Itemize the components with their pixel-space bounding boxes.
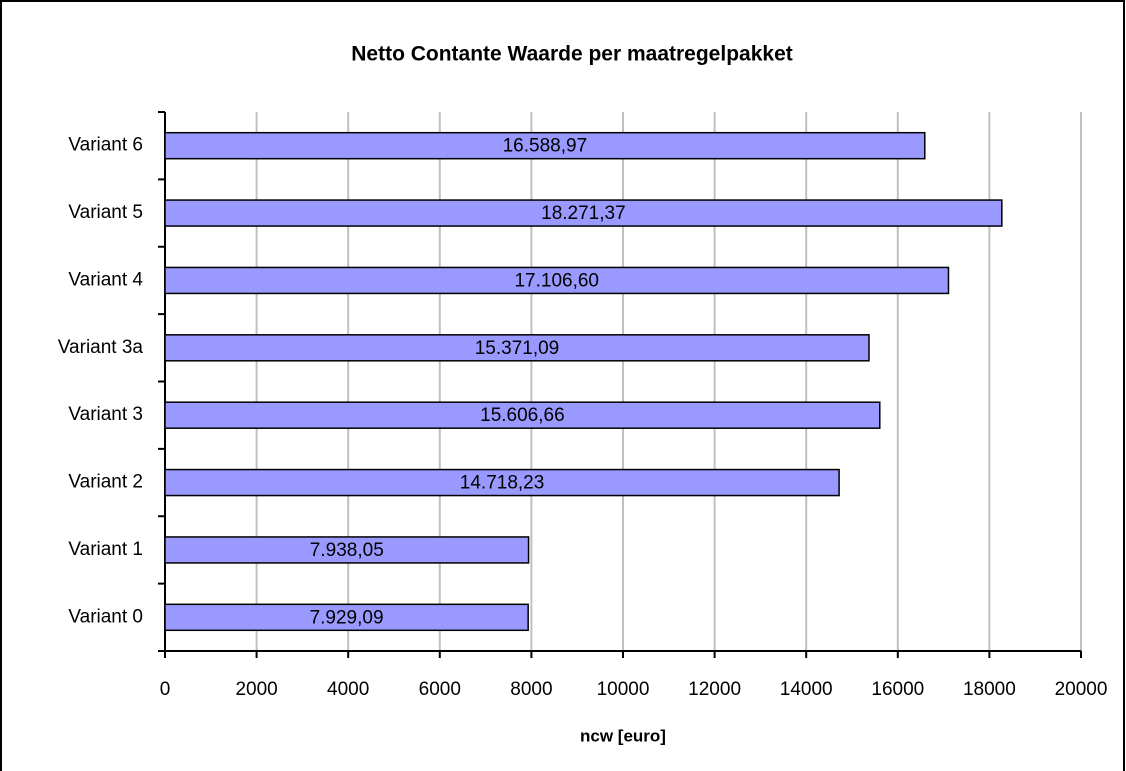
y-tick-label: Variant 2 — [68, 472, 143, 493]
x-tick-label: 10000 — [597, 679, 650, 700]
data-label: 16.588,97 — [503, 136, 588, 157]
x-tick-label: 0 — [160, 679, 171, 700]
chart-title: Netto Contante Waarde per maatregelpakke… — [351, 43, 793, 66]
x-tick-label: 4000 — [327, 679, 369, 700]
y-tick-label: Variant 3 — [68, 404, 143, 425]
bar — [164, 334, 870, 362]
x-axis-label: ncw [euro] — [580, 726, 666, 745]
y-tick-label: Variant 3a — [58, 337, 144, 358]
bar — [164, 603, 529, 632]
bar — [164, 468, 840, 497]
y-tick-label: Variant 6 — [68, 135, 143, 156]
data-label: 14.718,23 — [460, 473, 545, 494]
bar — [164, 401, 881, 429]
x-tick-label: 8000 — [510, 679, 552, 700]
bar — [164, 266, 950, 295]
bar — [164, 131, 926, 160]
x-tick-label: 18000 — [963, 679, 1016, 700]
x-tick-label: 6000 — [419, 679, 461, 700]
x-tick-label: 20000 — [1055, 679, 1108, 700]
data-label: 15.606,66 — [480, 405, 565, 426]
x-tick-label: 16000 — [871, 679, 924, 700]
data-label: 7.929,09 — [310, 607, 384, 628]
bar — [164, 199, 1003, 227]
y-tick-label: Variant 4 — [68, 269, 143, 290]
x-tick-label: 2000 — [235, 679, 277, 700]
data-label: 7.938,05 — [310, 540, 384, 561]
y-tick-label: Variant 0 — [68, 606, 143, 627]
data-label: 18.271,37 — [541, 203, 626, 224]
data-label: 15.371,09 — [475, 338, 560, 359]
x-tick-label: 12000 — [688, 679, 741, 700]
data-label: 17.106,60 — [514, 270, 599, 291]
y-tick-label: Variant 1 — [68, 539, 143, 560]
x-tick-label: 14000 — [780, 679, 833, 700]
y-tick-label: Variant 5 — [68, 202, 143, 223]
bar — [164, 536, 530, 564]
